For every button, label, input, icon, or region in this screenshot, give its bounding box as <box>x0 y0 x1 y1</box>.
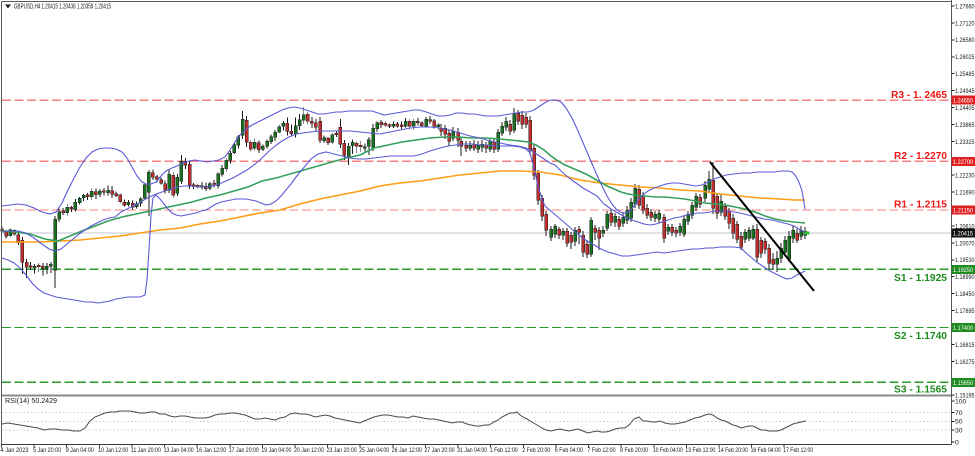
svg-text:1.27660: 1.27660 <box>955 3 975 10</box>
svg-text:GBPUSD,H4 1.20415 1.20436 1.2: GBPUSD,H4 1.20415 1.20436 1.20359 1.2041… <box>14 2 111 11</box>
svg-text:1.19250: 1.19250 <box>953 267 973 274</box>
svg-text:26 Jan 12:00: 26 Jan 12:00 <box>392 447 422 454</box>
svg-text:1.21690: 1.21690 <box>955 190 975 197</box>
svg-text:1.16815: 1.16815 <box>955 342 975 349</box>
svg-text:10 Jan 12:00: 10 Jan 12:00 <box>98 447 128 454</box>
svg-text:1.27120: 1.27120 <box>955 20 975 27</box>
svg-text:1.26580: 1.26580 <box>955 37 975 44</box>
svg-text:25 Jan 04:00: 25 Jan 04:00 <box>359 447 389 454</box>
svg-text:1.21150: 1.21150 <box>953 208 973 215</box>
svg-text:1.20610: 1.20610 <box>955 223 975 230</box>
svg-text:14 Feb 20:00: 14 Feb 20:00 <box>718 447 748 454</box>
svg-text:1.24405: 1.24405 <box>955 105 975 112</box>
svg-text:23 Jan 20:00: 23 Jan 20:00 <box>327 447 357 454</box>
svg-text:1.18990: 1.18990 <box>955 274 975 281</box>
svg-text:50: 50 <box>955 419 963 426</box>
svg-text:1.22700: 1.22700 <box>953 159 973 166</box>
svg-text:8 Feb 20:00: 8 Feb 20:00 <box>620 447 648 454</box>
svg-text:1.20070: 1.20070 <box>955 240 975 247</box>
svg-text:1.20415: 1.20415 <box>953 231 973 238</box>
svg-text:17 Jan 20:00: 17 Jan 20:00 <box>229 447 259 454</box>
svg-text:R2 - 1.2270: R2 - 1.2270 <box>894 150 947 162</box>
svg-text:20 Jan 12:00: 20 Jan 12:00 <box>294 447 324 454</box>
svg-text:7 Feb 12:00: 7 Feb 12:00 <box>588 447 616 454</box>
svg-text:R3 - 1. 2465: R3 - 1. 2465 <box>891 89 947 101</box>
svg-text:13 Jan 04:00: 13 Jan 04:00 <box>164 447 194 454</box>
svg-text:1.18450: 1.18450 <box>955 291 975 298</box>
svg-text:1.17400: 1.17400 <box>953 325 973 332</box>
svg-text:31 Jan 04:00: 31 Jan 04:00 <box>457 447 487 454</box>
svg-text:S3 - 1.1565: S3 - 1.1565 <box>894 384 947 396</box>
svg-text:R1 - 1.2115: R1 - 1.2115 <box>894 199 947 211</box>
svg-text:RSI(14) 50.2429: RSI(14) 50.2429 <box>5 396 57 405</box>
svg-text:5 Jan 20:00: 5 Jan 20:00 <box>33 447 61 454</box>
svg-text:1.15195: 1.15195 <box>955 393 975 400</box>
svg-text:1.22230: 1.22230 <box>955 173 975 180</box>
svg-text:1.25485: 1.25485 <box>955 71 975 78</box>
svg-text:1.23865: 1.23865 <box>955 122 975 129</box>
svg-text:13 Feb 12:00: 13 Feb 12:00 <box>685 447 715 454</box>
svg-text:11 Jan 20:00: 11 Jan 20:00 <box>131 447 161 454</box>
svg-text:17 Feb 12:00: 17 Feb 12:00 <box>783 447 813 454</box>
svg-text:1.26025: 1.26025 <box>955 54 975 61</box>
svg-text:10 Feb 04:00: 10 Feb 04:00 <box>653 447 683 454</box>
svg-text:27 Jan 20:00: 27 Jan 20:00 <box>425 447 455 454</box>
svg-text:1 Feb 12:00: 1 Feb 12:00 <box>490 447 518 454</box>
svg-text:1.24945: 1.24945 <box>955 88 975 95</box>
svg-text:16 Jan 12:00: 16 Jan 12:00 <box>196 447 226 454</box>
svg-text:0: 0 <box>955 439 959 446</box>
svg-text:2 Feb 20:00: 2 Feb 20:00 <box>522 447 550 454</box>
svg-text:1.16275: 1.16275 <box>955 359 975 366</box>
svg-text:1.19530: 1.19530 <box>955 257 975 264</box>
svg-text:19 Jan 04:00: 19 Jan 04:00 <box>261 447 291 454</box>
svg-text:1.17895: 1.17895 <box>955 308 975 315</box>
svg-text:100: 100 <box>955 398 967 405</box>
svg-text:S1 - 1.1925: S1 - 1.1925 <box>894 272 947 284</box>
svg-text:6 Feb 04:00: 6 Feb 04:00 <box>555 447 583 454</box>
svg-text:1.15650: 1.15650 <box>953 380 973 387</box>
svg-text:70: 70 <box>955 410 963 417</box>
svg-text:1.24650: 1.24650 <box>953 98 973 105</box>
svg-text:9 Jan 04:00: 9 Jan 04:00 <box>66 447 94 454</box>
svg-text:16 Feb 04:00: 16 Feb 04:00 <box>751 447 781 454</box>
svg-text:30: 30 <box>955 428 963 435</box>
svg-text:4 Jan 2023: 4 Jan 2023 <box>1 447 29 454</box>
svg-text:S2 - 1.1740: S2 - 1.1740 <box>894 330 947 342</box>
svg-text:1.23325: 1.23325 <box>955 139 975 146</box>
